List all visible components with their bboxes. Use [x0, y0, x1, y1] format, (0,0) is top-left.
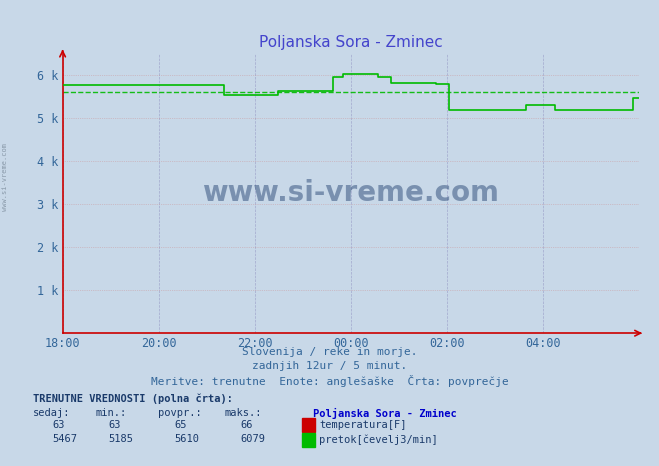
Text: 5185: 5185 [109, 434, 134, 444]
Text: 66: 66 [241, 420, 253, 430]
Text: 5467: 5467 [53, 434, 78, 444]
Text: 6079: 6079 [241, 434, 266, 444]
Text: sedaj:: sedaj: [33, 408, 71, 418]
Text: povpr.:: povpr.: [158, 408, 202, 418]
Text: www.si-vreme.com: www.si-vreme.com [2, 143, 9, 211]
Text: www.si-vreme.com: www.si-vreme.com [202, 179, 500, 207]
Text: temperatura[F]: temperatura[F] [319, 420, 407, 430]
Text: min.:: min.: [96, 408, 127, 418]
Text: TRENUTNE VREDNOSTI (polna črta):: TRENUTNE VREDNOSTI (polna črta): [33, 394, 233, 404]
Text: 5610: 5610 [175, 434, 200, 444]
Text: 65: 65 [175, 420, 187, 430]
Text: Poljanska Sora - Zminec: Poljanska Sora - Zminec [313, 408, 457, 419]
Text: Meritve: trenutne  Enote: anglešaške  Črta: povprečje: Meritve: trenutne Enote: anglešaške Črta… [151, 375, 508, 387]
Text: zadnjih 12ur / 5 minut.: zadnjih 12ur / 5 minut. [252, 361, 407, 371]
Text: 63: 63 [109, 420, 121, 430]
Text: 63: 63 [53, 420, 65, 430]
Text: Slovenija / reke in morje.: Slovenija / reke in morje. [242, 347, 417, 357]
Text: maks.:: maks.: [224, 408, 262, 418]
Title: Poljanska Sora - Zminec: Poljanska Sora - Zminec [259, 34, 443, 50]
Text: pretok[čevelj3/min]: pretok[čevelj3/min] [319, 434, 438, 445]
